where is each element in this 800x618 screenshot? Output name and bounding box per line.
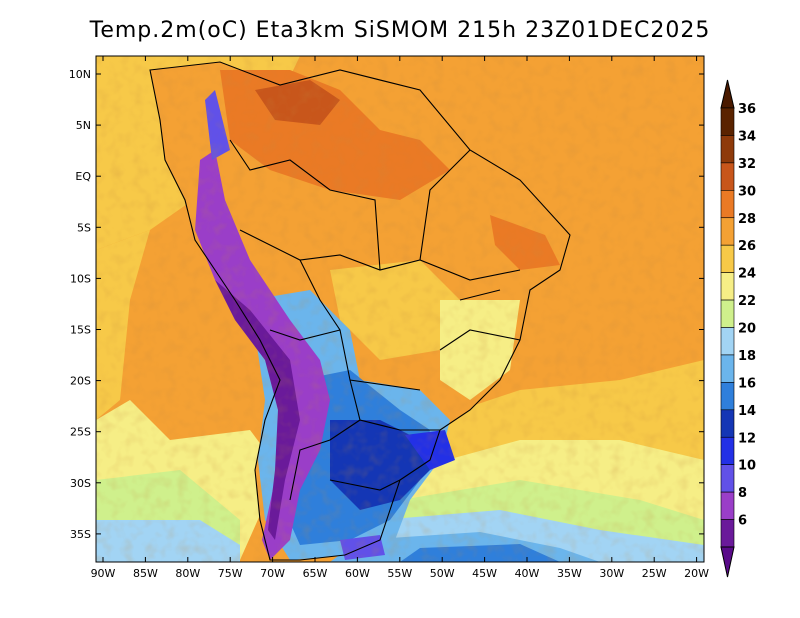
lon-tick-label: 70W: [260, 567, 285, 580]
lon-tick-label: 20W: [684, 567, 709, 580]
colorbar-label: 34: [738, 129, 756, 144]
colorbar-segment: [720, 190, 735, 219]
colorbar-max-arrow: [720, 79, 735, 109]
colorbar-segment: [720, 244, 735, 273]
lat-tick-label: 5S: [77, 221, 91, 234]
colorbar-segment: [720, 217, 735, 246]
colorbar-segment: [720, 409, 735, 438]
colorbar-segment: [720, 464, 735, 493]
colorbar-label: 12: [738, 431, 756, 446]
lat-tick-label: 25S: [70, 426, 91, 439]
latitude-axis: 10N 5N EQ 5S 10S 15S 20S 25S 30S 35S: [69, 68, 704, 541]
lat-tick-label: 10N: [69, 68, 91, 81]
lat-tick-label: 10S: [70, 272, 91, 285]
colorbar-label: 8: [738, 486, 747, 501]
colorbar-label: 10: [738, 459, 756, 474]
lat-tick-label: EQ: [75, 170, 91, 183]
colorbar-label: 14: [738, 404, 756, 419]
colorbar-segment: [720, 491, 735, 520]
colorbar-label: 16: [738, 376, 756, 391]
colorbar: 36 34 32 30 28 26 24 22 20 18 16 14 12 10 8 6: [720, 79, 756, 578]
colorbar-segment: [720, 436, 735, 465]
colorbar-segment: [720, 299, 735, 328]
lon-tick-label: 85W: [133, 567, 158, 580]
lon-tick-label: 55W: [387, 567, 412, 580]
colorbar-label: 6: [738, 514, 747, 529]
colorbar-segment: [720, 107, 735, 136]
lon-tick-label: 80W: [175, 567, 200, 580]
lat-tick-label: 5N: [76, 119, 91, 132]
colorbar-label: 26: [738, 239, 756, 254]
lon-tick-label: 65W: [303, 567, 328, 580]
lon-tick-label: 30W: [599, 567, 624, 580]
lon-tick-label: 45W: [472, 567, 497, 580]
lat-tick-label: 20S: [70, 375, 91, 388]
colorbar-label: 32: [738, 157, 756, 172]
map-title: Temp.2m(oC) Eta3km SiSMOM 215h 23Z01DEC2…: [89, 18, 711, 43]
coastline-borders: [149, 61, 571, 561]
colorbar-label: 30: [738, 184, 756, 199]
colorbar-label: 22: [738, 294, 756, 309]
colorbar-label: 36: [738, 102, 756, 117]
temperature-field: [96, 56, 704, 562]
lat-tick-label: 15S: [70, 324, 91, 337]
colorbar-label: 18: [738, 349, 756, 364]
colorbar-segment: [720, 519, 735, 548]
lat-tick-label: 35S: [70, 528, 91, 541]
lon-tick-label: 25W: [642, 567, 667, 580]
colorbar-label: 24: [738, 267, 756, 282]
colorbar-segment: [720, 354, 735, 383]
lon-tick-label: 75W: [218, 567, 243, 580]
colorbar-segment: [720, 382, 735, 411]
lat-tick-label: 30S: [70, 477, 91, 490]
colorbar-segment: [720, 162, 735, 191]
colorbar-label: 28: [738, 212, 756, 227]
colorbar-label: 20: [738, 322, 756, 337]
longitude-axis: 90W 85W 80W 75W 70W 65W 60W 55W 50W 45W 40W 35W 30W 2…: [91, 56, 709, 580]
colorbar-segment: [720, 135, 735, 164]
lon-tick-label: 50W: [430, 567, 455, 580]
lon-tick-label: 90W: [91, 567, 116, 580]
colorbar-segment: [720, 327, 735, 356]
colorbar-min-arrow: [720, 546, 735, 578]
colorbar-segment: [720, 272, 735, 301]
lon-tick-label: 35W: [557, 567, 582, 580]
lon-tick-label: 60W: [345, 567, 370, 580]
lon-tick-label: 40W: [515, 567, 540, 580]
